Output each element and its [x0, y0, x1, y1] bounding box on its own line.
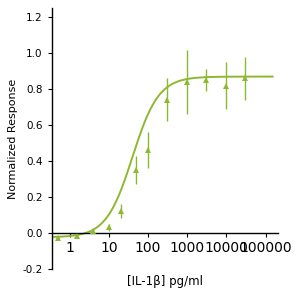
X-axis label: [IL-1β] pg/ml: [IL-1β] pg/ml [127, 274, 202, 288]
Y-axis label: Normalized Response: Normalized Response [8, 78, 18, 199]
